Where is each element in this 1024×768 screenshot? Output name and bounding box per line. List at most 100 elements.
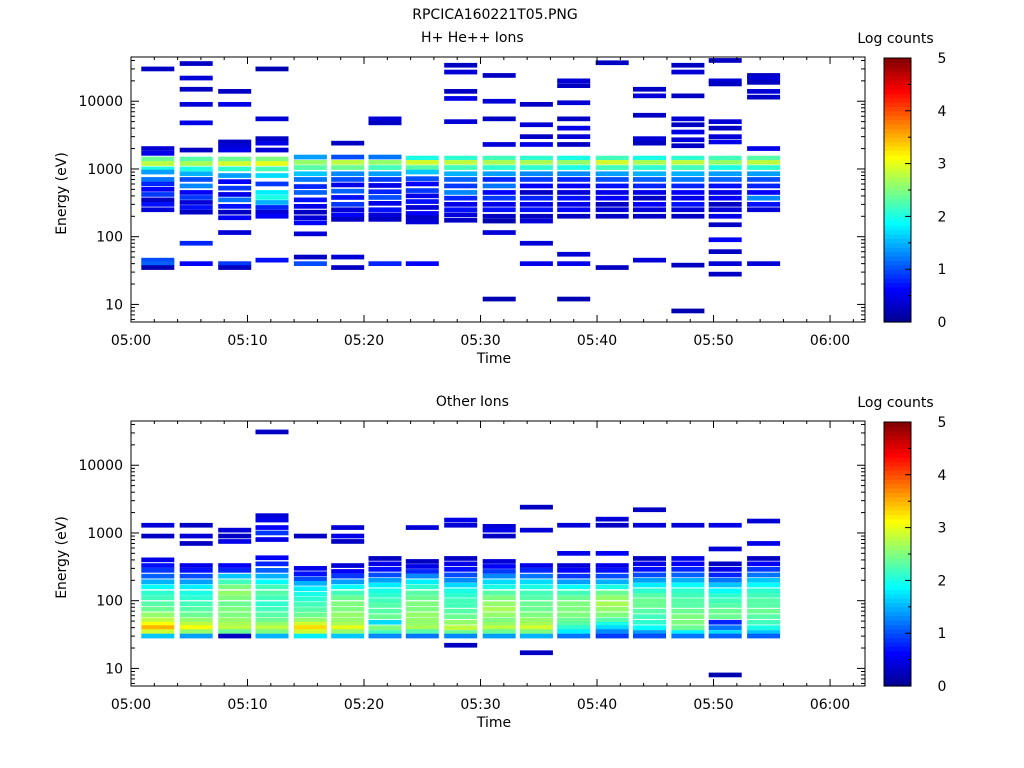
colorbar-label: Log counts: [857, 395, 933, 411]
heatmap-cell: [293, 533, 327, 539]
heatmap-cell: [444, 190, 478, 195]
heatmap-cell: [708, 155, 742, 161]
colorbar-segment: [884, 466, 911, 471]
heatmap-cell: [708, 125, 742, 131]
heatmap-cell: [747, 202, 781, 207]
colorbar-segment: [884, 234, 911, 239]
heatmap-cell: [482, 617, 516, 623]
heatmap-cell: [708, 160, 742, 165]
heatmap-cell: [747, 165, 781, 170]
heatmap-cell: [519, 190, 553, 195]
heatmap-cell: [255, 190, 289, 195]
colorbar-segment: [884, 80, 911, 85]
colorbar-segment: [884, 141, 911, 147]
heatmap-cell: [293, 261, 327, 266]
heatmap-cell: [368, 588, 402, 594]
heatmap-cell: [519, 601, 553, 607]
heatmap-cell: [708, 561, 742, 567]
heatmap-cell: [747, 146, 781, 151]
colorbar-segment: [884, 295, 911, 301]
heatmap-cell: [293, 571, 327, 577]
heatmap-cell: [482, 621, 516, 627]
heatmap-cell: [557, 165, 591, 170]
heatmap-cell: [708, 171, 742, 177]
heatmap-cell: [405, 215, 439, 221]
heatmap-cell: [331, 539, 365, 544]
heatmap-cell: [482, 569, 516, 574]
heatmap-cell: [557, 116, 591, 122]
heatmap-cell: [482, 564, 516, 569]
heatmap-cell: [708, 582, 742, 588]
colorbar-segment: [884, 492, 911, 498]
colorbar-segment: [884, 598, 911, 603]
heatmap-cell: [218, 143, 252, 149]
heatmap-cell: [708, 202, 742, 207]
heatmap-cell: [595, 625, 629, 630]
heatmap-cell: [405, 590, 439, 596]
heatmap-cell: [368, 116, 402, 122]
heatmap-cell: [444, 603, 478, 608]
heatmap-cell: [557, 213, 591, 219]
colorbar-tick-label: 2: [938, 209, 947, 225]
heatmap-cell: [444, 89, 478, 94]
heatmap-cell: [482, 116, 516, 122]
heatmap-cell: [179, 617, 213, 623]
heatmap-cell: [595, 573, 629, 579]
heatmap-cell: [671, 137, 705, 143]
heatmap-cell: [405, 606, 439, 612]
heatmap-cell: [179, 261, 213, 266]
heatmap-cell: [444, 517, 478, 523]
heatmap-cell: [633, 614, 666, 619]
heatmap-cell: [293, 197, 327, 203]
heatmap-cell: [595, 165, 629, 170]
heatmap-cell: [293, 231, 327, 237]
heatmap-cell: [141, 584, 175, 590]
heatmap-cell: [179, 147, 213, 153]
heatmap-cell: [368, 582, 402, 588]
heatmap-cell: [405, 612, 439, 618]
heatmap-cell: [519, 155, 553, 161]
colorbar-segment: [884, 176, 911, 182]
heatmap-cell: [255, 584, 289, 590]
heatmap-cell: [557, 125, 591, 131]
heatmap-cell: [179, 200, 213, 205]
colorbar-tick-label: 5: [938, 51, 947, 67]
heatmap-cell: [293, 220, 327, 226]
heatmap-cell: [218, 584, 252, 590]
colorbar-segment: [884, 426, 911, 432]
heatmap-cell: [708, 593, 742, 598]
colorbar-segment: [884, 532, 911, 537]
heatmap-cell: [293, 190, 327, 195]
heatmap-cell: [595, 265, 629, 270]
heatmap-cell: [633, 619, 666, 625]
heatmap-cell: [179, 568, 213, 573]
heatmap-cell: [519, 213, 553, 219]
heatmap-cell: [444, 165, 478, 170]
heatmap-cell: [218, 192, 252, 197]
heatmap-cell: [519, 590, 553, 596]
heatmap-cell: [255, 156, 289, 162]
heatmap-cell: [444, 217, 478, 223]
colorbar-segment: [884, 300, 911, 305]
heatmap-cell: [708, 608, 742, 614]
heatmap-cell: [255, 629, 289, 634]
colorbar-segment: [884, 527, 911, 533]
heatmap-cell: [557, 590, 591, 596]
colorbar-segment: [884, 567, 911, 573]
heatmap-cell: [595, 633, 629, 639]
x-tick-label: 05:50: [693, 333, 733, 349]
heatmap-cell: [444, 608, 478, 614]
heatmap-cell: [595, 177, 629, 182]
heatmap-cell: [519, 563, 553, 568]
heatmap-cell: [331, 533, 365, 539]
colorbar-tick-label: 3: [938, 157, 947, 173]
heatmap-cell: [255, 166, 289, 172]
heatmap-cell: [633, 112, 666, 118]
heatmap-cell: [405, 165, 439, 170]
heatmap-cell: [708, 567, 742, 572]
heatmap-cell: [141, 197, 175, 203]
heatmap-cell: [179, 120, 213, 126]
heatmap-cell: [633, 582, 666, 588]
colorbar-segment: [884, 501, 911, 507]
heatmap-cell: [255, 537, 289, 542]
